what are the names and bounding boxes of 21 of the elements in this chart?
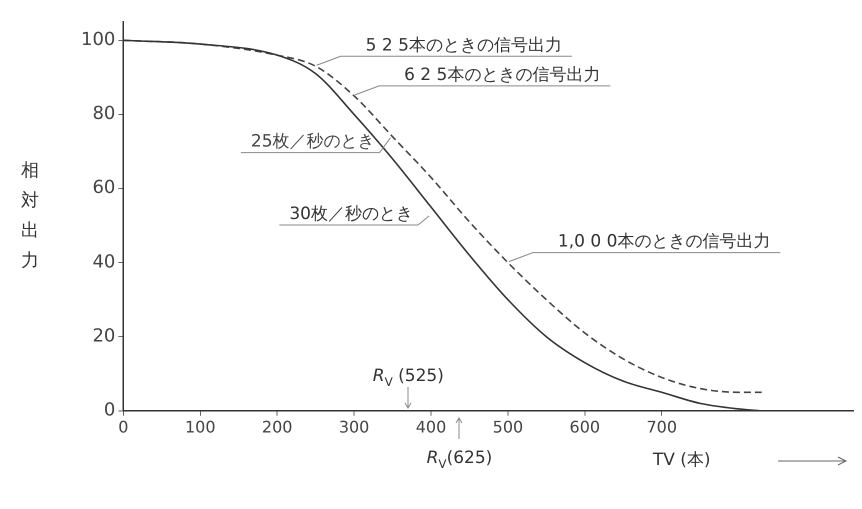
y-axis-title: 相対出力 [21, 160, 39, 271]
annotation: 6 2 5本のときの信号出力 [404, 64, 600, 85]
series-label: 25枚／秒のとき [250, 132, 375, 152]
y-tick-label: 60 [92, 177, 116, 198]
x-tick-label: 600 [570, 418, 600, 437]
annotation: 1,0 0 0本のときの信号出力 [558, 232, 770, 252]
x-tick-label: 200 [262, 418, 292, 437]
y-tick-label: 20 [92, 325, 116, 346]
y-tick-label: 0 [104, 399, 116, 420]
y-tick-label: 80 [92, 103, 116, 124]
annotation: 5 2 5本のときの信号出力 [366, 35, 562, 56]
x-tick-label: 100 [184, 418, 216, 437]
x-axis-title: TV (本) [652, 450, 711, 470]
x-tick-label: 400 [416, 418, 446, 437]
series-label: 30枚／秒のとき [289, 204, 413, 224]
x-tick-label: 300 [338, 418, 370, 437]
x-tick-label: 700 [646, 418, 677, 437]
x-tick-label: 0 [118, 418, 128, 437]
y-tick-label: 40 [92, 251, 116, 272]
x-tick-label: 500 [492, 418, 524, 437]
y-tick-label: 100 [80, 28, 116, 50]
